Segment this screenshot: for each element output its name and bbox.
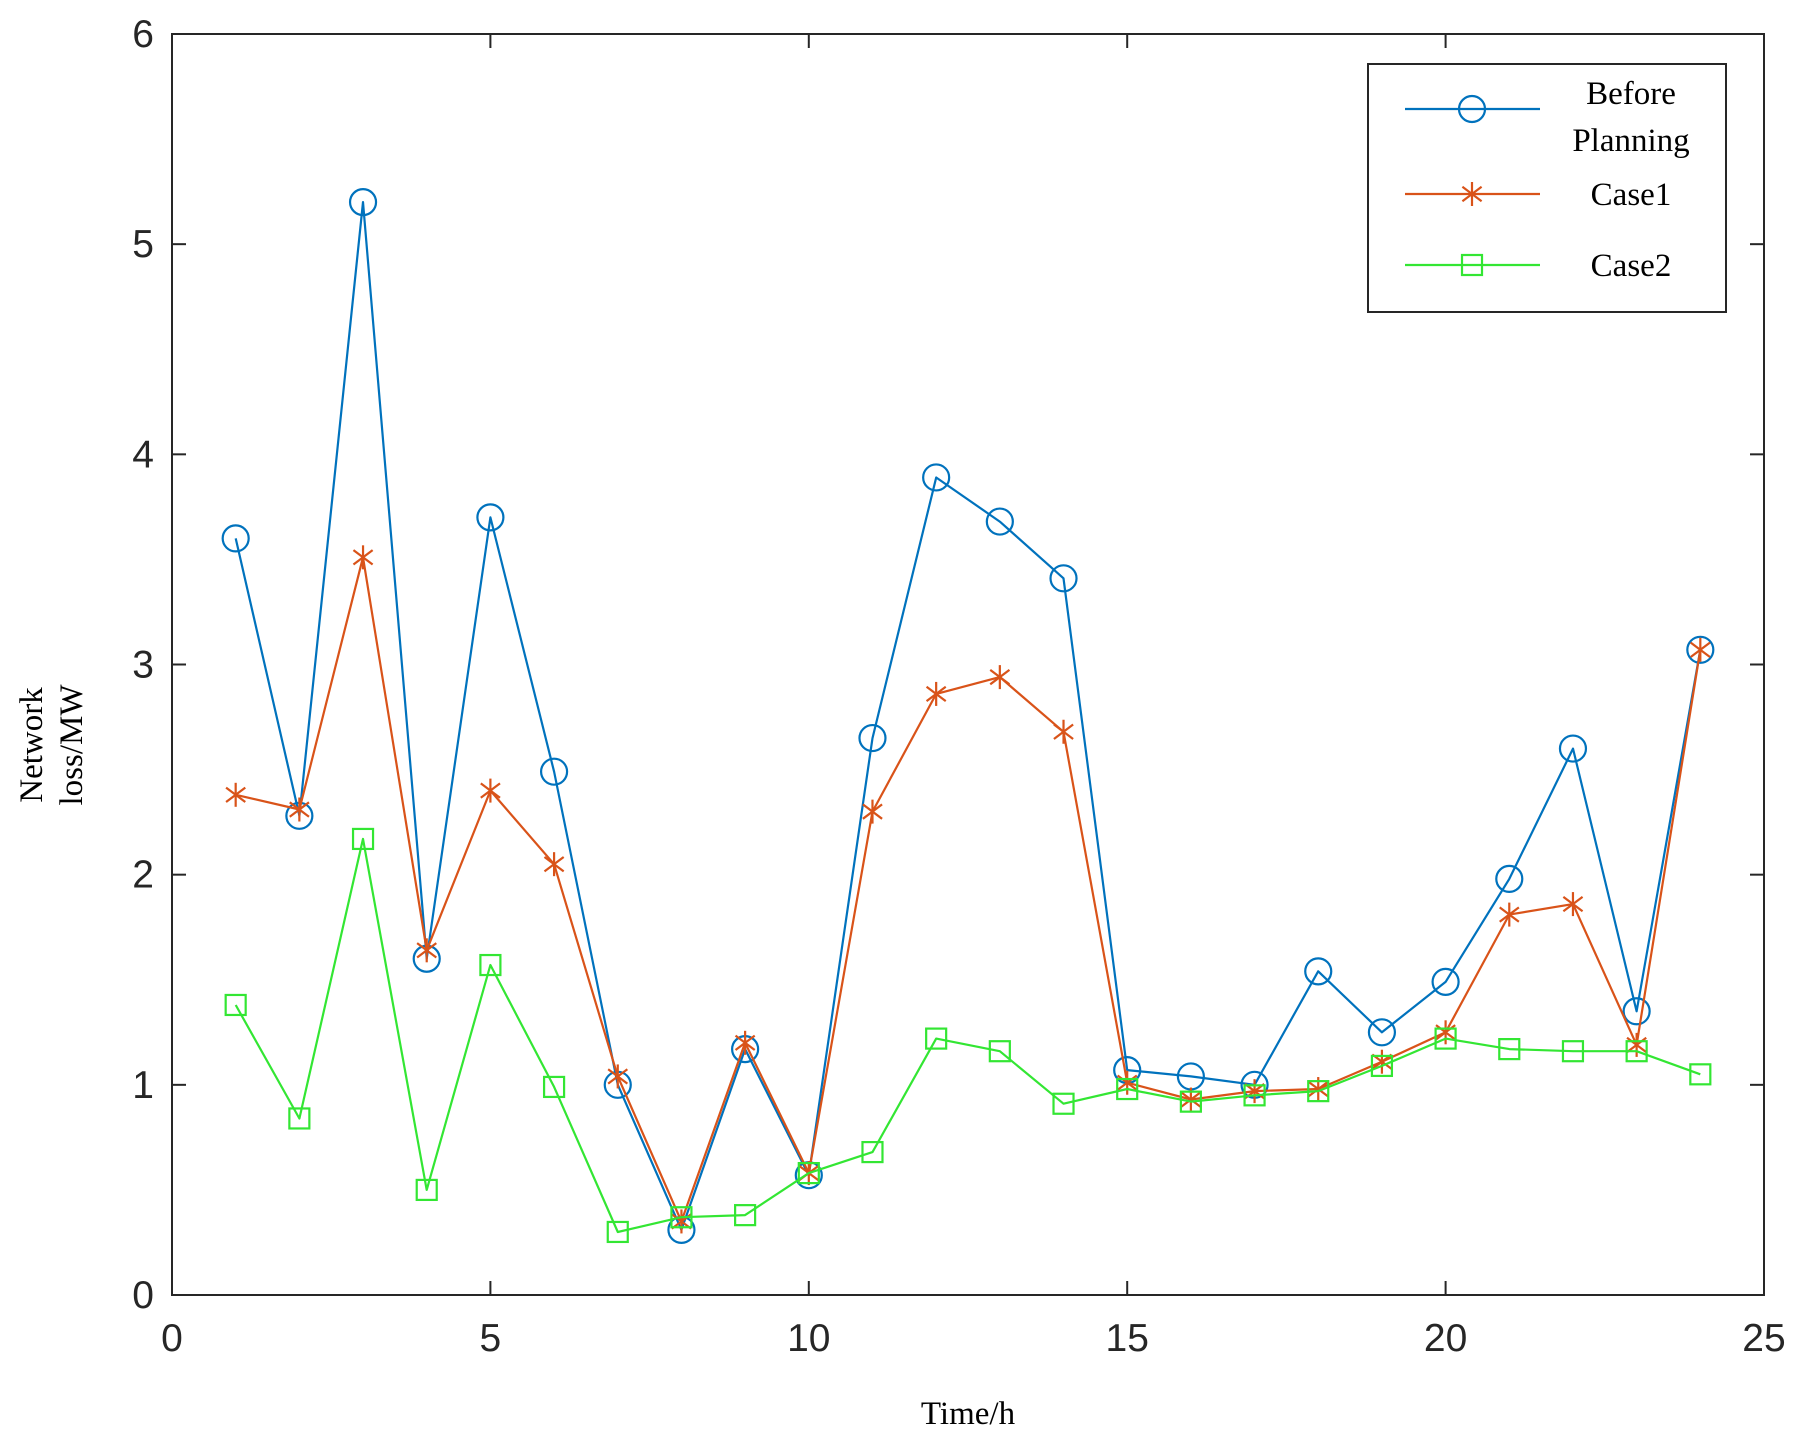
data-point-case2 [1434,1027,1457,1050]
y-tick-label: 1 [132,1064,154,1107]
x-tick-label: 10 [787,1317,830,1360]
legend-item-case1: Case1 [1405,177,1671,213]
series-line-case1 [235,556,1702,1223]
data-point-case2 [542,1075,566,1099]
data-point-before-planning [476,503,505,532]
data-point-case2 [1370,1054,1394,1078]
data-point-before-planning [1558,734,1588,763]
legend-label: Case2 [1591,248,1672,284]
data-point-before-planning [1049,564,1078,593]
data-point-case1 [989,665,1011,690]
data-point-case1 [1690,637,1711,662]
data-point-case2 [1689,1063,1712,1086]
data-point-case2 [988,1040,1011,1063]
data-point-case2 [670,1206,693,1229]
series-group [221,188,1715,1244]
data-point-case2 [1243,1084,1266,1107]
data-point-before-planning [1622,997,1651,1026]
legend-item-before-planning: Before Planning [1405,76,1690,159]
data-point-case1 [1562,892,1584,917]
legend-marker [1461,182,1483,206]
series-line-before-planning [234,201,1702,1231]
data-point-case1 [1626,1032,1647,1057]
data-point-case1 [1116,1070,1138,1095]
y-tick-label: 2 [132,854,154,897]
y-tick-label: 4 [132,433,154,476]
y-axis-label-line: loss/MW [54,684,90,806]
data-point-case2 [925,1027,948,1050]
data-point-case1 [543,852,565,877]
data-point-case2 [734,1204,757,1227]
y-tick-label: 5 [132,223,154,266]
legend-label: Planning [1572,123,1689,159]
x-tick-label: 25 [1742,1317,1785,1360]
data-point-case2 [1498,1038,1521,1061]
data-point-before-planning [1304,957,1333,986]
y-tick-label: 3 [132,644,154,687]
data-point-case2 [1307,1080,1330,1103]
series-before-planning [221,188,1715,1244]
legend-box [1367,63,1727,313]
series-case1 [225,545,1711,1234]
data-point-case2 [415,1178,438,1202]
data-point-before-planning [1495,864,1524,893]
data-point-case1 [1499,902,1520,927]
data-point-case2 [479,953,502,977]
legend: Before Planning Case1 Case2 [1367,63,1727,313]
data-point-before-planning [1367,1018,1397,1047]
data-point-before-planning [922,463,951,492]
data-point-case1 [416,938,437,963]
data-point-case2 [288,1107,311,1130]
x-axis-label: Time/h [921,1396,1016,1432]
data-point-case1 [1053,719,1074,744]
data-point-before-planning [858,723,887,753]
series-case2 [224,827,1712,1244]
y-tick-label: 6 [132,13,154,56]
data-point-case2 [351,827,375,851]
x-tick-label: 20 [1424,1317,1467,1360]
y-tick-label: 0 [132,1274,154,1317]
data-point-case2 [1052,1092,1075,1115]
data-point-case1 [925,681,947,706]
legend-item-case2: Case2 [1405,248,1671,284]
y-axis-label-line: Network [14,687,50,803]
legend-label: Before [1586,76,1676,112]
data-point-before-planning [1431,967,1460,996]
y-axis-label: Network loss/MW [14,684,90,806]
data-point-case2 [1561,1040,1585,1063]
data-point-before-planning [1686,635,1715,664]
data-point-before-planning [985,507,1014,536]
x-tick-label: 0 [161,1317,183,1360]
x-tick-label: 15 [1106,1317,1149,1360]
data-point-case1 [225,782,246,807]
data-point-before-planning [348,188,378,217]
data-point-case2 [1625,1040,1648,1063]
data-point-case2 [1179,1090,1202,1113]
data-point-case1 [352,545,374,570]
data-point-before-planning [539,757,569,786]
data-point-case2 [606,1220,629,1244]
x-tick-label: 5 [480,1317,502,1360]
data-point-case2 [224,993,247,1017]
legend-marker [1460,253,1484,277]
data-point-case1 [1435,1020,1456,1045]
data-point-case1 [289,797,310,822]
data-point-case1 [480,778,501,803]
data-point-case2 [797,1162,820,1185]
data-point-case2 [861,1140,884,1164]
data-point-before-planning [221,524,250,553]
data-point-case1 [862,799,883,824]
legend-marker [1457,94,1487,124]
legend-label: Case1 [1591,177,1672,213]
data-point-case2 [1116,1077,1139,1101]
axis-ticks: 0 5 10 15 20 25 0 1 2 3 4 5 6 [132,13,1785,1360]
axis-labels: Time/h Network loss/MW [14,684,1016,1432]
data-point-case1 [734,1030,756,1055]
data-point-case1 [607,1064,629,1089]
